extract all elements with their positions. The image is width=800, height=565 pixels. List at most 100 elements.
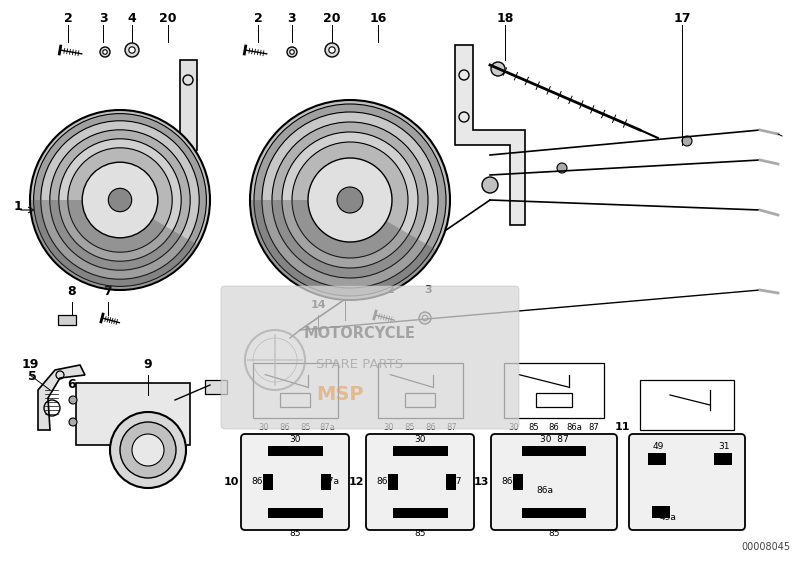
Circle shape <box>292 142 408 258</box>
Circle shape <box>151 431 159 439</box>
Bar <box>652 506 670 518</box>
Circle shape <box>68 148 172 252</box>
FancyBboxPatch shape <box>241 434 349 530</box>
Text: 49: 49 <box>652 442 664 451</box>
FancyBboxPatch shape <box>76 383 190 445</box>
Bar <box>393 508 447 518</box>
Text: 2: 2 <box>254 11 262 24</box>
Text: 6: 6 <box>68 378 76 391</box>
Bar <box>522 446 586 456</box>
Text: SPARE PARTS: SPARE PARTS <box>317 358 403 371</box>
Text: 18: 18 <box>496 11 514 24</box>
Circle shape <box>419 312 431 324</box>
Bar <box>253 363 338 418</box>
Circle shape <box>557 163 567 173</box>
Text: 86: 86 <box>279 423 290 432</box>
Text: 30: 30 <box>290 435 301 444</box>
Bar <box>537 393 571 406</box>
Bar <box>714 453 732 465</box>
Text: 85: 85 <box>300 423 311 432</box>
Bar <box>393 446 447 456</box>
FancyBboxPatch shape <box>629 434 745 530</box>
Text: 30  87: 30 87 <box>540 435 568 444</box>
Circle shape <box>282 132 418 268</box>
Polygon shape <box>455 45 525 225</box>
Circle shape <box>682 136 692 146</box>
Text: 12: 12 <box>348 477 364 487</box>
Text: 85: 85 <box>529 423 539 432</box>
Text: 30: 30 <box>414 435 426 444</box>
Text: 86: 86 <box>376 477 388 486</box>
Bar <box>522 508 586 518</box>
Text: 87: 87 <box>446 423 458 432</box>
Text: 87: 87 <box>589 423 599 432</box>
Circle shape <box>102 50 107 54</box>
Circle shape <box>50 130 190 270</box>
Circle shape <box>254 104 446 296</box>
Circle shape <box>108 188 132 212</box>
Circle shape <box>272 122 428 278</box>
Bar <box>388 474 398 490</box>
Text: 13: 13 <box>474 477 489 487</box>
Text: 86a: 86a <box>566 423 582 432</box>
Text: 4: 4 <box>128 11 136 24</box>
Circle shape <box>110 412 186 488</box>
Text: 8: 8 <box>68 285 76 298</box>
Bar <box>280 393 310 406</box>
Circle shape <box>329 47 335 53</box>
Text: 7: 7 <box>104 285 112 298</box>
FancyBboxPatch shape <box>221 286 519 429</box>
FancyBboxPatch shape <box>366 434 474 530</box>
Text: 86: 86 <box>502 477 513 486</box>
Circle shape <box>491 62 505 76</box>
Text: 30: 30 <box>509 423 519 432</box>
Text: 85: 85 <box>548 529 560 538</box>
Polygon shape <box>251 200 436 299</box>
Text: 19: 19 <box>22 358 38 371</box>
Circle shape <box>69 396 77 404</box>
Text: 87a: 87a <box>319 423 335 432</box>
Circle shape <box>126 431 134 439</box>
Circle shape <box>287 47 297 57</box>
Bar <box>267 508 322 518</box>
Polygon shape <box>38 365 85 430</box>
Circle shape <box>120 422 176 478</box>
Bar <box>446 474 456 490</box>
Text: MOTORCYCLE: MOTORCYCLE <box>304 326 416 341</box>
FancyBboxPatch shape <box>491 434 617 530</box>
Bar <box>640 380 734 430</box>
Text: 86: 86 <box>426 423 436 432</box>
Circle shape <box>59 139 181 261</box>
Text: 85: 85 <box>404 423 414 432</box>
Text: 2: 2 <box>64 11 72 24</box>
Text: MSP: MSP <box>316 385 364 404</box>
Circle shape <box>422 315 428 321</box>
Circle shape <box>262 112 438 288</box>
Circle shape <box>34 114 206 286</box>
Circle shape <box>41 121 199 279</box>
Text: 11: 11 <box>614 422 630 432</box>
Text: 20: 20 <box>159 11 177 24</box>
Bar <box>378 363 462 418</box>
Circle shape <box>482 177 498 193</box>
Text: 5: 5 <box>28 370 36 383</box>
Bar <box>263 474 273 490</box>
Circle shape <box>100 47 110 57</box>
Circle shape <box>30 110 210 290</box>
Bar <box>648 453 666 465</box>
Text: 15: 15 <box>338 285 353 295</box>
Circle shape <box>308 158 392 242</box>
Text: 10: 10 <box>223 477 238 487</box>
Text: 16: 16 <box>370 11 386 24</box>
Text: 3: 3 <box>424 285 432 295</box>
Text: 87: 87 <box>450 477 462 486</box>
Text: 30: 30 <box>258 423 269 432</box>
Text: 9: 9 <box>144 358 152 371</box>
Text: 30: 30 <box>383 423 394 432</box>
Circle shape <box>290 50 294 54</box>
Bar <box>405 393 435 406</box>
Text: 85: 85 <box>290 529 301 538</box>
Text: 31: 31 <box>718 442 730 451</box>
Bar <box>504 363 604 418</box>
Bar <box>513 474 523 490</box>
